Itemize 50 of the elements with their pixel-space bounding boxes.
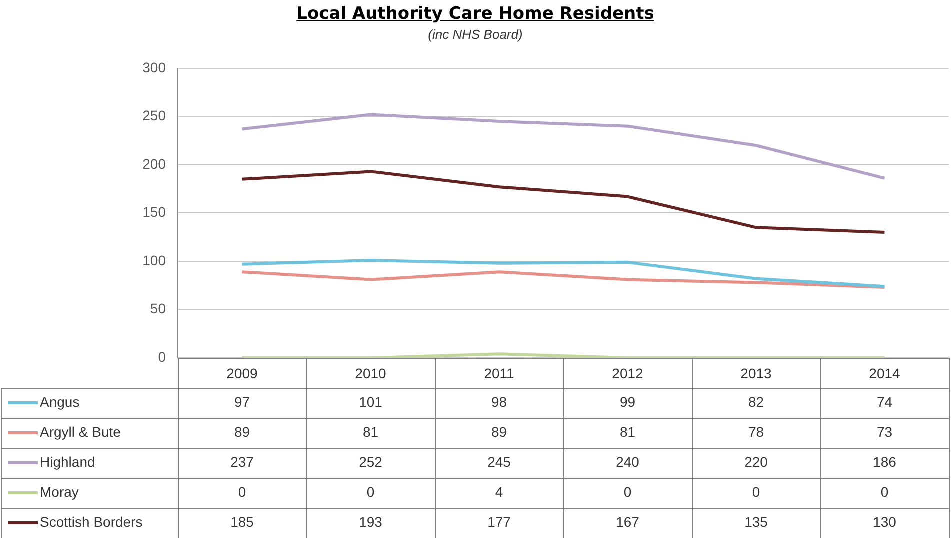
data-label: 177 (488, 514, 512, 530)
data-label: 135 (744, 514, 768, 530)
data-label: 98 (491, 394, 508, 410)
x-tick-label: 2013 (740, 365, 772, 382)
y-tick-label: 100 (142, 252, 166, 268)
legend-label: Moray (40, 484, 79, 500)
y-tick-label: 0 (158, 348, 166, 365)
data-label: 245 (488, 454, 512, 470)
y-tick-label: 50 (150, 300, 166, 317)
y-tick-label: 250 (142, 108, 166, 124)
data-label: 185 (230, 514, 254, 530)
data-label: 130 (873, 514, 897, 530)
data-label: 167 (616, 514, 640, 530)
legend-label: Argyll & Bute (40, 424, 122, 440)
data-label: 0 (752, 484, 760, 500)
data-label: 89 (234, 424, 250, 440)
y-tick-label: 300 (142, 59, 166, 76)
legend-label: Angus (40, 394, 80, 410)
data-label: 186 (873, 454, 897, 470)
data-label: 73 (876, 424, 893, 440)
data-label: 252 (359, 454, 383, 470)
data-label: 240 (616, 454, 640, 470)
x-tick-label: 2010 (355, 365, 387, 382)
legend-label: Scottish Borders (40, 514, 143, 530)
data-label: 99 (620, 394, 636, 410)
x-tick-label: 2012 (612, 365, 644, 382)
data-label: 0 (880, 484, 889, 500)
data-label: 78 (748, 424, 764, 440)
data-label: 81 (620, 424, 636, 440)
x-tick-label: 2014 (869, 365, 901, 382)
chart-title: Local Authority Care Home Residents (296, 4, 656, 24)
chart-subtitle: (inc NHS Board) (427, 27, 524, 42)
data-label: 0 (366, 484, 375, 500)
data-label: 89 (491, 424, 508, 440)
legend-label: Highland (40, 454, 96, 470)
data-label: 101 (359, 394, 383, 410)
y-tick-label: 150 (142, 204, 166, 220)
data-label: 4 (495, 484, 504, 500)
x-tick-label: 2011 (484, 365, 515, 382)
data-label: 0 (238, 484, 246, 500)
data-label: 82 (748, 394, 764, 410)
data-label: 193 (359, 514, 383, 530)
x-tick-label: 2009 (226, 365, 258, 382)
data-label: 220 (744, 454, 768, 470)
y-tick-label: 200 (142, 156, 166, 172)
data-label: 237 (230, 454, 254, 470)
data-label: 97 (234, 394, 250, 410)
data-label: 74 (876, 394, 893, 410)
data-label: 0 (624, 484, 632, 500)
data-label: 81 (362, 424, 379, 440)
